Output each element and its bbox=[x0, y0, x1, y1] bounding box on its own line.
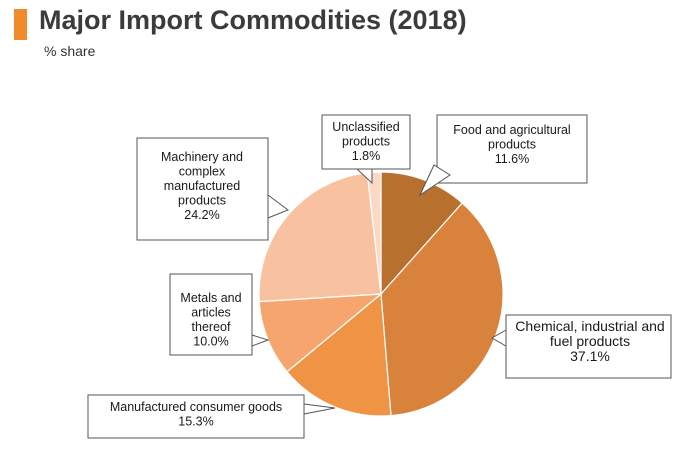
slice-category-label: articles bbox=[191, 306, 231, 320]
pie-callouts: Food and agriculturalproducts11.6%Chemic… bbox=[87, 114, 672, 439]
pie-slices bbox=[258, 171, 504, 417]
slice-value-label: 37.1% bbox=[570, 348, 610, 364]
slice-category-label: Unclassified bbox=[332, 120, 399, 134]
slice-category-label: manufactured bbox=[164, 179, 240, 193]
pie-slice bbox=[258, 293, 383, 373]
pie-slice bbox=[380, 171, 464, 296]
page-subtitle: % share bbox=[44, 43, 96, 59]
slice-category-label: complex bbox=[179, 165, 226, 179]
callout-pointer bbox=[490, 329, 507, 347]
callout-box bbox=[436, 114, 588, 184]
slice-category-label: fuel products bbox=[550, 333, 630, 349]
pie-slice bbox=[380, 202, 504, 417]
slice-category-label: Manufactured consumer goods bbox=[110, 400, 282, 414]
pie-slice bbox=[286, 292, 392, 417]
callout-pointer bbox=[418, 164, 451, 197]
slice-category-label: thereof bbox=[192, 320, 231, 334]
page-title: Major Import Commodities (2018) bbox=[39, 5, 467, 35]
slice-category-label: Machinery and bbox=[161, 150, 243, 164]
pie-slice bbox=[258, 172, 382, 303]
callout-box bbox=[87, 394, 305, 439]
slice-category-label: Chemical, industrial and bbox=[515, 318, 664, 334]
callout-pointer bbox=[303, 403, 336, 415]
callout-pointer bbox=[355, 168, 373, 185]
slice-category-label: products bbox=[488, 138, 536, 152]
slice-value-label: 10.0% bbox=[193, 335, 228, 349]
slice-value-label: 11.6% bbox=[495, 152, 530, 166]
slice-category-label: products bbox=[178, 194, 226, 208]
title-accent-bar bbox=[14, 9, 27, 40]
callout-pointer bbox=[251, 334, 270, 347]
slice-category-label: Food and agricultural bbox=[453, 123, 570, 137]
callout-box bbox=[136, 137, 269, 241]
slice-category-label: products bbox=[342, 135, 390, 149]
slice-value-label: 15.3% bbox=[178, 415, 213, 429]
slice-callout: Machinery andcomplexmanufacturedproducts… bbox=[136, 137, 290, 241]
callout-box bbox=[321, 114, 411, 170]
callout-pointer bbox=[267, 194, 290, 219]
slice-value-label: 1.8% bbox=[352, 149, 381, 163]
callout-box bbox=[169, 273, 253, 356]
slice-category-label: Metals and bbox=[180, 291, 241, 305]
slice-value-label: 24.2% bbox=[184, 208, 219, 222]
callout-box bbox=[505, 314, 672, 379]
